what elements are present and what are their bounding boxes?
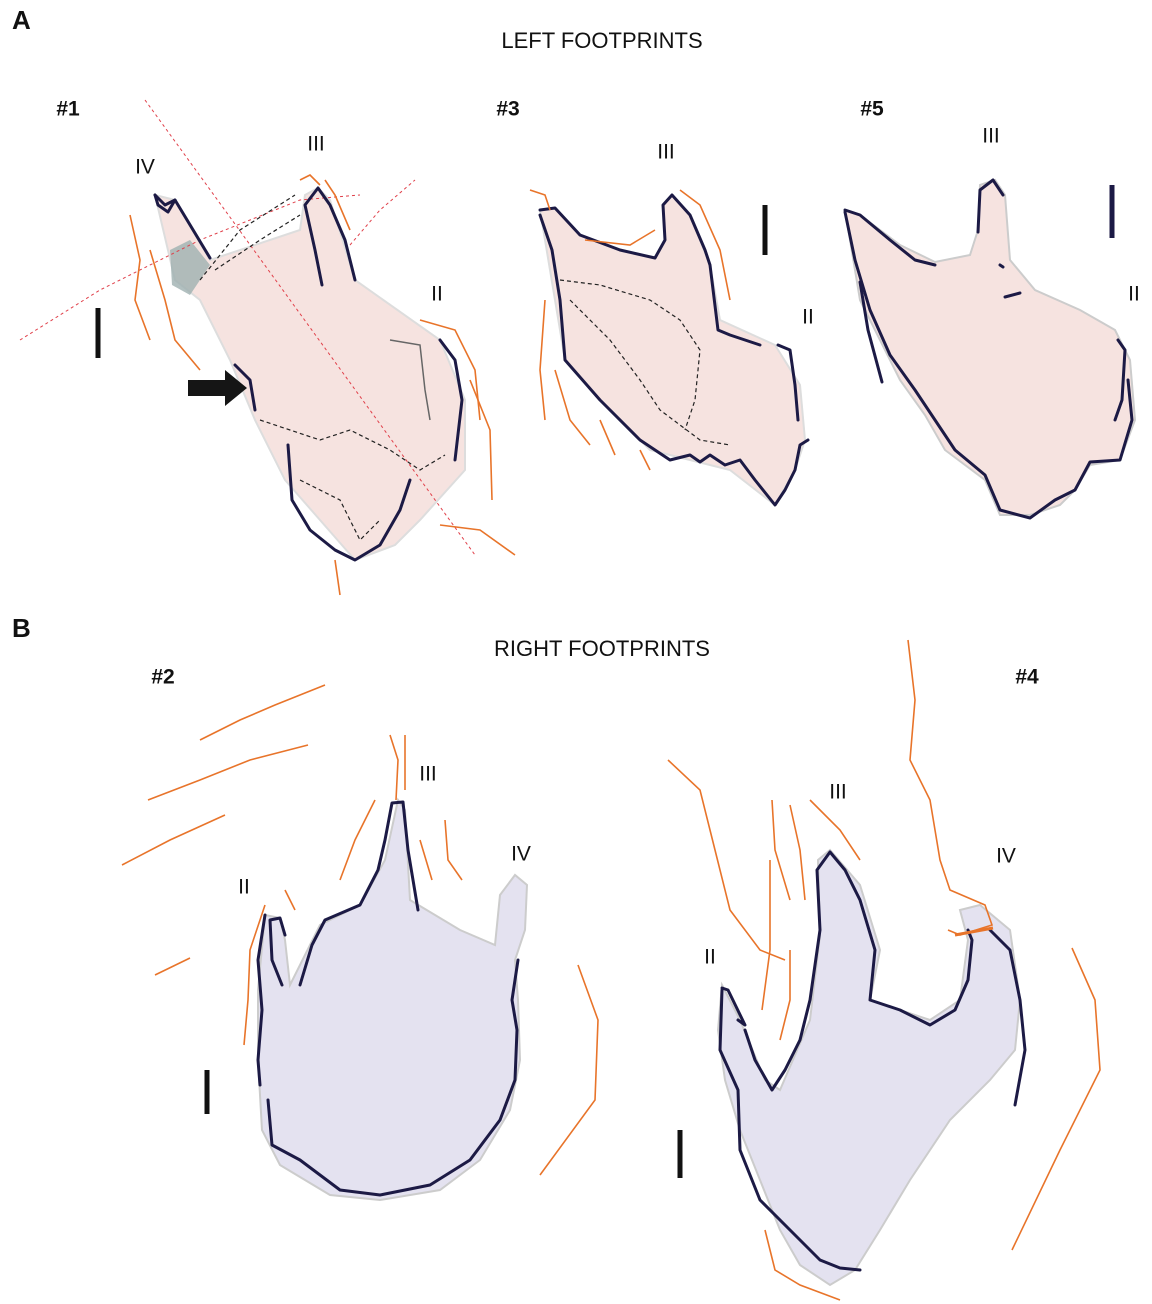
digit-label: IV	[511, 843, 531, 866]
digit-label: III	[982, 125, 1000, 148]
digit-label: II	[704, 946, 716, 969]
digit-label: III	[829, 781, 847, 804]
digit-label: III	[307, 133, 325, 156]
footprint-4	[667, 639, 1101, 1301]
panel-letter: B	[12, 613, 31, 643]
footprint-id: #5	[860, 98, 884, 121]
footprint-2	[121, 684, 599, 1202]
footprint-1	[19, 99, 516, 596]
digit-label: II	[238, 876, 250, 899]
digit-label: III	[419, 763, 437, 786]
footprint-5	[843, 178, 1137, 520]
panel-title: LEFT FOOTPRINTS	[501, 28, 702, 53]
footprint-id: #1	[56, 98, 80, 121]
footprint-id: #3	[496, 98, 519, 121]
digit-label: IV	[996, 845, 1016, 868]
digit-label: II	[802, 306, 814, 329]
digit-label: II	[1128, 283, 1140, 306]
digit-label: II	[431, 283, 443, 306]
panel-letter: A	[12, 5, 31, 35]
footprint-id: #2	[151, 666, 174, 689]
footprint-3	[529, 189, 810, 507]
footprint-id: #4	[1015, 666, 1039, 689]
digit-label: IV	[135, 156, 155, 179]
panel-title: RIGHT FOOTPRINTS	[494, 636, 710, 661]
digit-label: III	[657, 141, 675, 164]
